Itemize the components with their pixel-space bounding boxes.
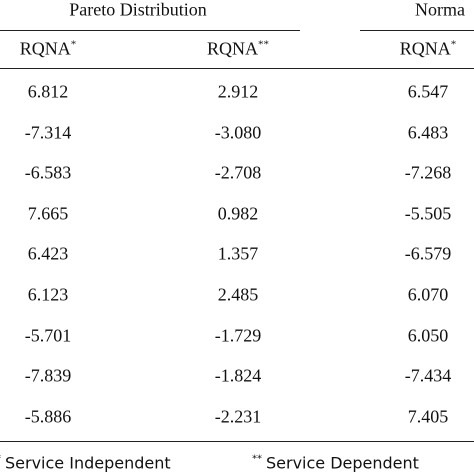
cell: 6.423: [28, 244, 69, 265]
header-sup: *: [450, 38, 457, 51]
cell: 6.050: [408, 325, 449, 346]
footnote-text: Service Dependent: [266, 453, 419, 473]
cell: -3.080: [215, 122, 262, 143]
cell: 6.123: [28, 285, 69, 306]
cell-text: 2.485: [217, 284, 259, 305]
cell-text: -1.824: [214, 365, 262, 386]
footnote: ** Service Dependent: [252, 454, 419, 473]
cell: -7.268: [405, 163, 452, 184]
cell: -5.505: [405, 203, 452, 224]
footnote-mark: *: [0, 454, 1, 465]
cell-text: 0.982: [217, 203, 259, 224]
cell: 2.912: [218, 82, 259, 103]
column-header: RQNA*: [400, 39, 457, 60]
group-text: Pareto Distribution: [69, 0, 207, 20]
cell-text: 6.423: [27, 243, 69, 264]
header-rule: [0, 68, 474, 69]
cell-text: 6.050: [407, 325, 449, 346]
cell-text: -3.080: [214, 122, 262, 143]
bottom-rule: [0, 441, 474, 442]
cell-text: 6.070: [407, 284, 449, 305]
cell: 7.665: [28, 203, 69, 224]
cell: -7.839: [25, 366, 72, 387]
cell-text: 2.912: [217, 81, 259, 102]
group-rule: [360, 30, 474, 31]
cell: -5.886: [25, 406, 72, 427]
cell-text: 6.123: [27, 284, 69, 305]
cell: 7.405: [408, 406, 449, 427]
group-text: Norma: [415, 0, 465, 20]
footnote-text: Service Independent: [5, 453, 171, 473]
cell-text: -5.701: [24, 325, 72, 346]
cell-text: -2.708: [214, 162, 262, 183]
cell: 6.812: [28, 82, 69, 103]
cell-text: 6.483: [407, 122, 449, 143]
cell-text: -2.231: [214, 406, 262, 427]
header-text: RQNA: [206, 38, 259, 59]
group-rule: [0, 30, 300, 31]
cell-text: -7.434: [404, 365, 452, 386]
cell: -7.434: [405, 366, 452, 387]
cell-text: -5.886: [24, 406, 72, 427]
header-text: RQNA: [399, 38, 451, 59]
cell: 6.547: [408, 82, 449, 103]
cell: 2.485: [218, 285, 259, 306]
cell: -6.579: [405, 244, 452, 265]
cell: 6.483: [408, 122, 449, 143]
cell-text: -7.268: [404, 162, 452, 183]
cell-text: 7.665: [27, 203, 69, 224]
cell-text: 7.405: [407, 406, 449, 427]
cell: 1.357: [218, 244, 259, 265]
column-header: RQNA*: [20, 39, 77, 60]
cell-text: -7.839: [24, 365, 72, 386]
header-sup: *: [70, 38, 77, 51]
group-header: Norma: [415, 0, 465, 21]
cell: -1.729: [215, 325, 262, 346]
cell: 0.982: [218, 203, 259, 224]
cell-text: -5.505: [404, 203, 452, 224]
footnote-mark: **: [252, 453, 262, 465]
cell: -2.231: [215, 406, 262, 427]
cell: -6.583: [25, 163, 72, 184]
cell-text: -7.314: [24, 122, 72, 143]
cell: -7.314: [25, 122, 72, 143]
group-header: Pareto Distribution: [69, 0, 207, 21]
cell-text: -1.729: [214, 325, 262, 346]
cell-text: -6.583: [24, 162, 72, 183]
cell: -1.824: [215, 366, 262, 387]
cell: -2.708: [215, 163, 262, 184]
header-text: RQNA: [19, 38, 71, 59]
column-header: RQNA**: [207, 39, 269, 60]
cell-text: 6.812: [27, 81, 69, 102]
cell-text: 1.357: [217, 243, 259, 264]
cell-text: 6.547: [407, 81, 449, 102]
header-sup: **: [258, 38, 270, 51]
cell-text: -6.579: [404, 243, 452, 264]
cell: 6.070: [408, 285, 449, 306]
footnote: * Service Independent: [0, 454, 171, 473]
cell: -5.701: [25, 325, 72, 346]
